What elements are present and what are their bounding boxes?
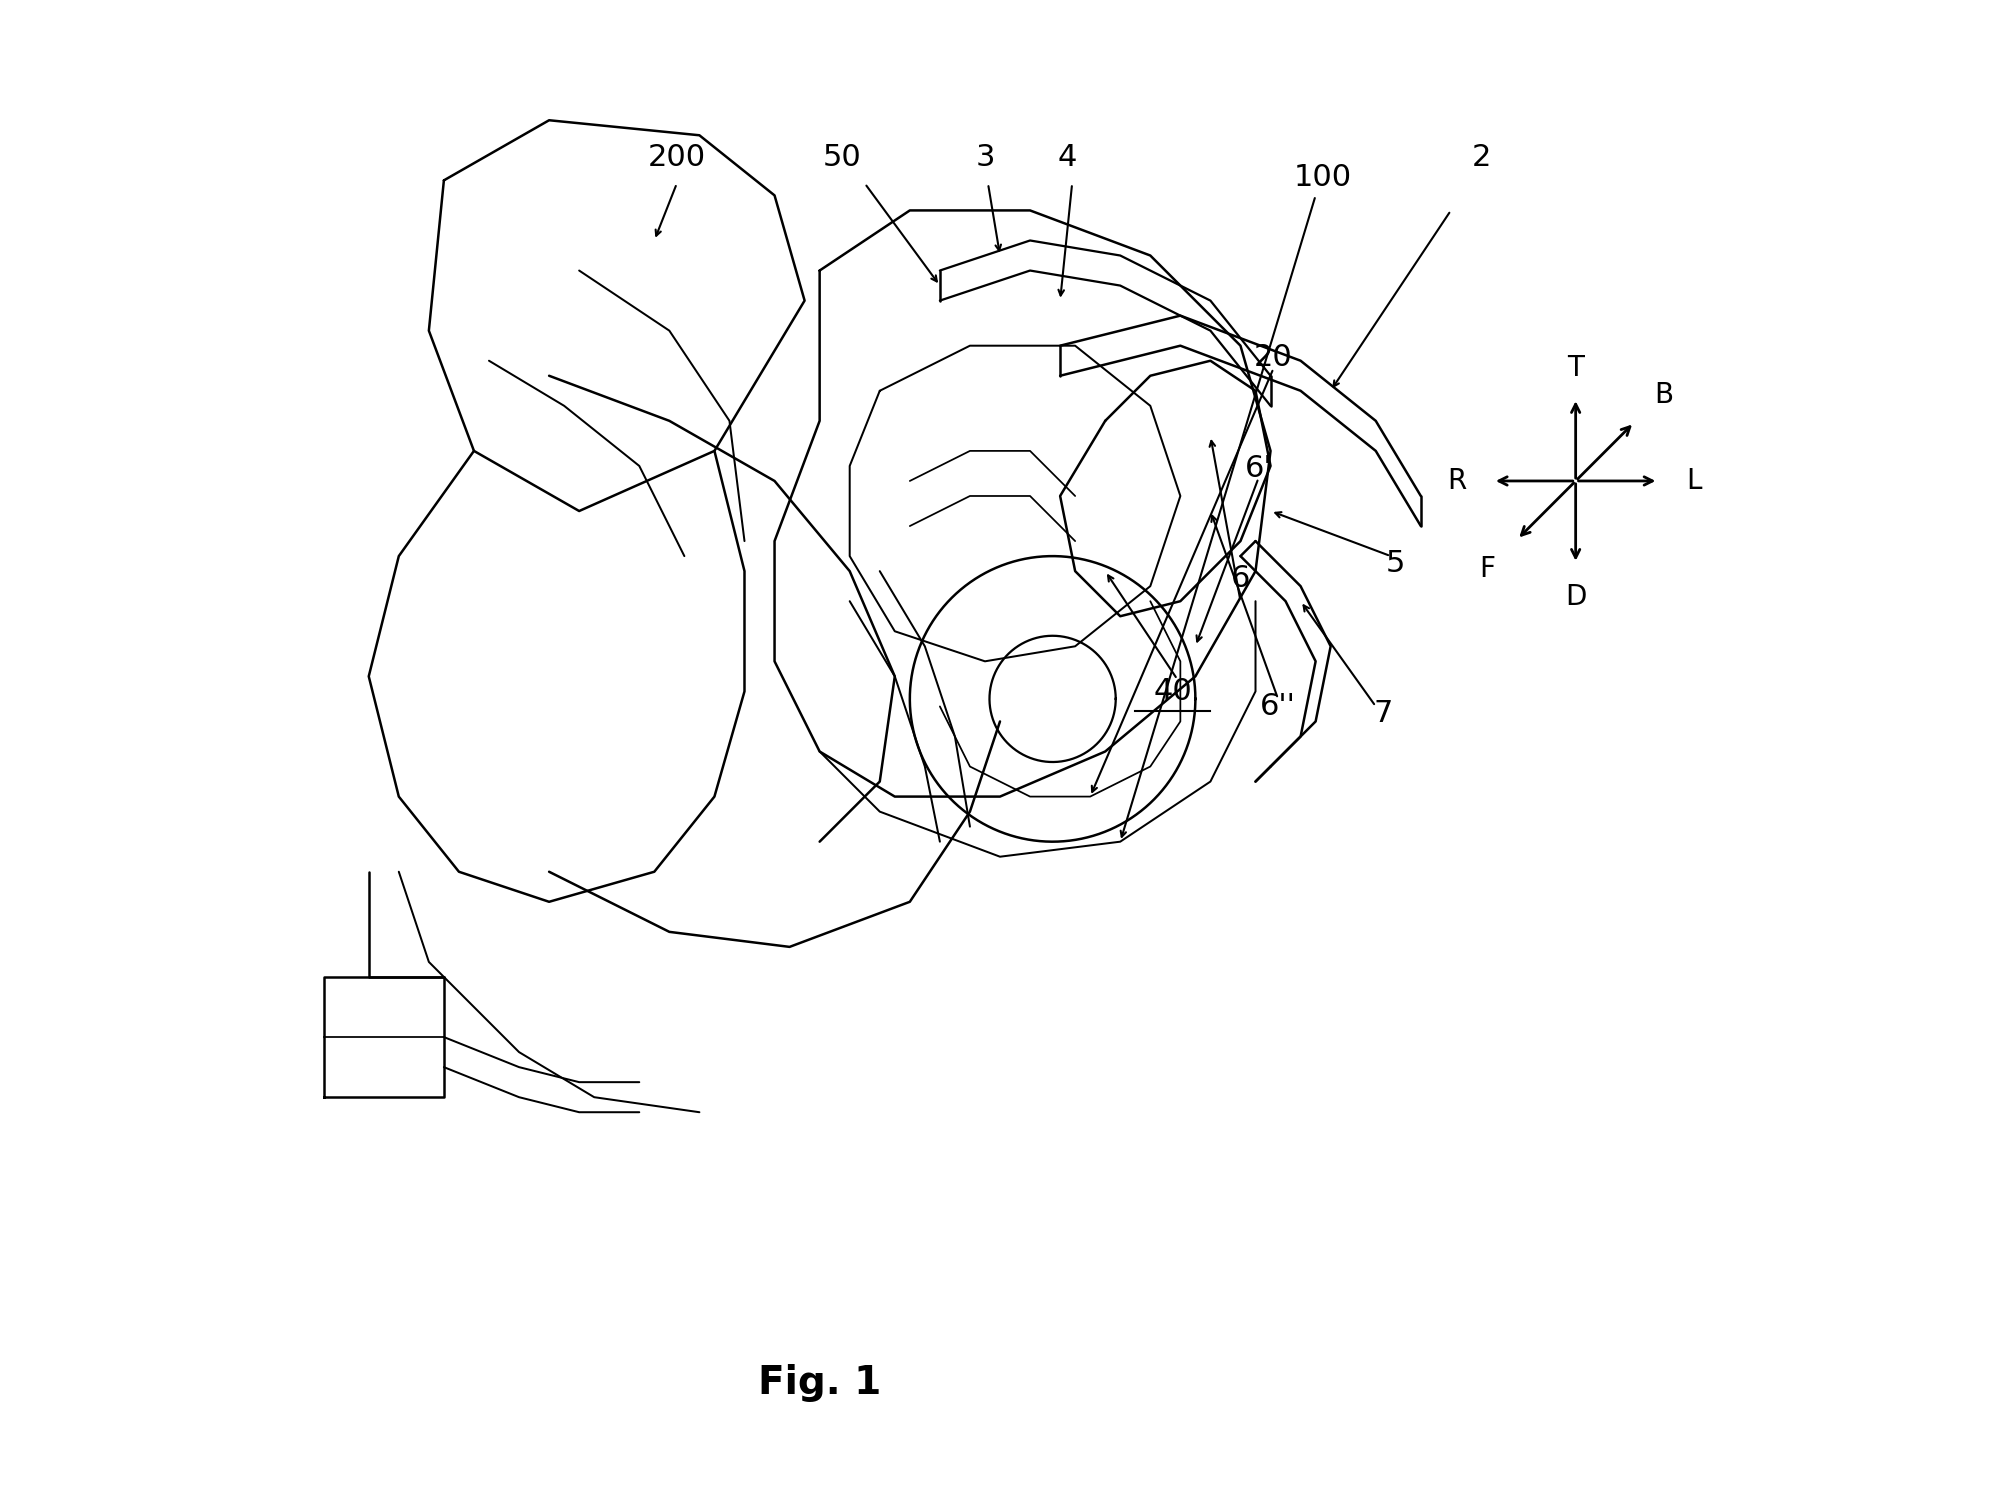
Text: F: F bbox=[1480, 556, 1496, 583]
Text: T: T bbox=[1568, 355, 1584, 382]
Text: 100: 100 bbox=[1294, 162, 1352, 192]
Text: 4: 4 bbox=[1058, 143, 1078, 173]
Text: 3: 3 bbox=[976, 143, 994, 173]
Text: 5: 5 bbox=[1386, 549, 1404, 579]
Text: R: R bbox=[1448, 467, 1466, 494]
Text: 200: 200 bbox=[648, 143, 706, 173]
Text: L: L bbox=[1686, 467, 1702, 494]
Text: B: B bbox=[1654, 382, 1674, 409]
Text: 20: 20 bbox=[1254, 343, 1292, 373]
Text: 2: 2 bbox=[1472, 143, 1490, 173]
Text: 6': 6' bbox=[1244, 454, 1272, 484]
Text: Fig. 1: Fig. 1 bbox=[758, 1363, 882, 1402]
Text: 6'': 6'' bbox=[1260, 691, 1296, 721]
Text: 6: 6 bbox=[1230, 564, 1250, 594]
Text: 50: 50 bbox=[822, 143, 862, 173]
Text: 7: 7 bbox=[1374, 699, 1392, 729]
Text: D: D bbox=[1564, 583, 1586, 610]
Text: 40: 40 bbox=[1154, 676, 1192, 706]
